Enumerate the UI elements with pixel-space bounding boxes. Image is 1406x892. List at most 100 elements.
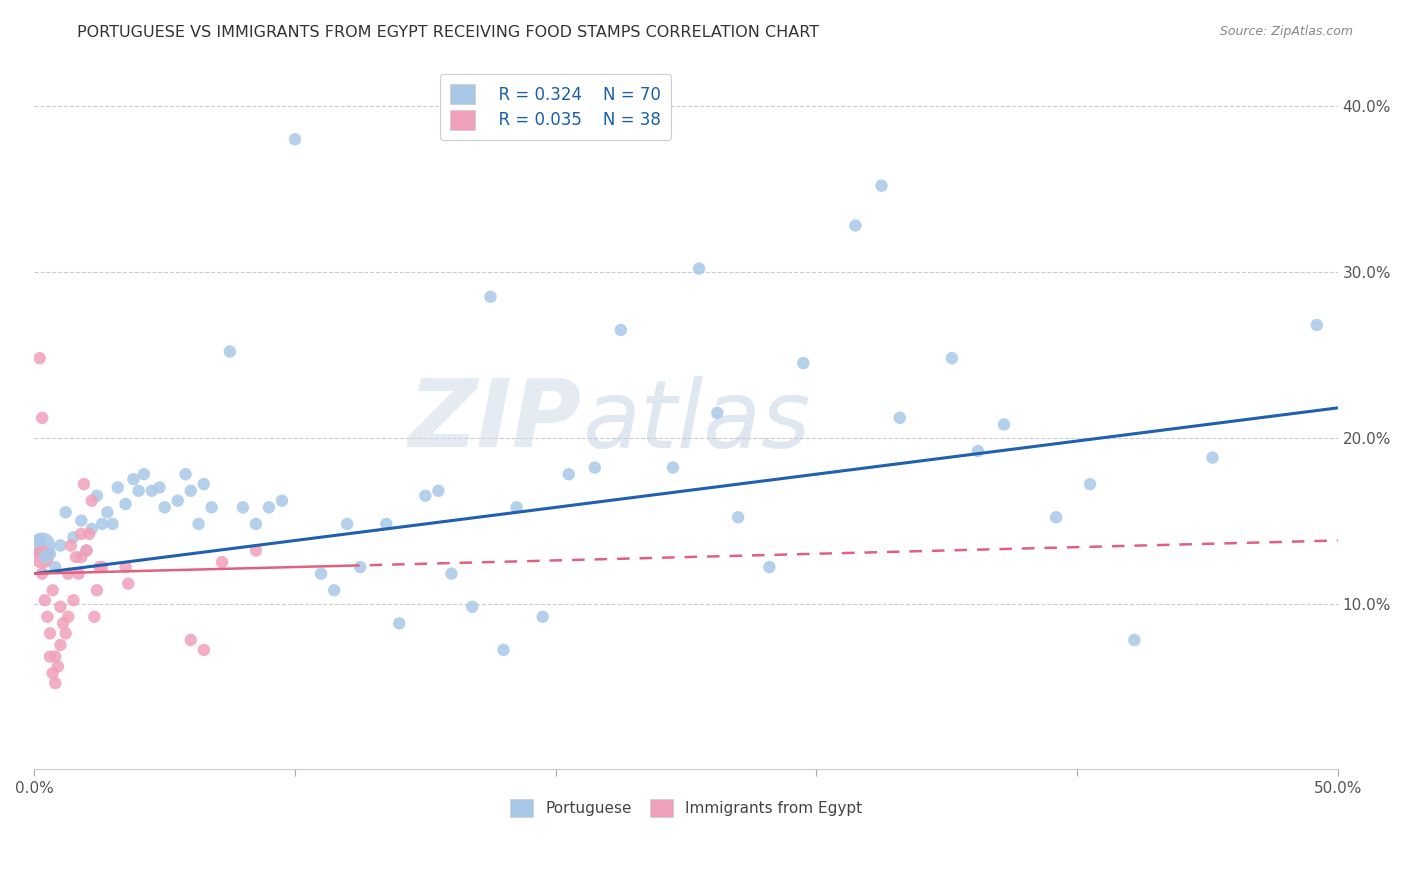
Point <box>41 666 63 681</box>
Point <box>1078 477 1101 491</box>
Point <box>941 351 963 366</box>
Point <box>141 483 163 498</box>
Point <box>309 566 332 581</box>
Point <box>114 560 136 574</box>
Point <box>65 550 87 565</box>
Point <box>117 576 139 591</box>
Point <box>148 480 170 494</box>
Point <box>62 530 84 544</box>
Point <box>211 555 233 569</box>
Point <box>31 566 53 581</box>
Point <box>107 480 129 494</box>
Point <box>889 410 911 425</box>
Point <box>870 178 893 193</box>
Point <box>1306 318 1329 332</box>
Point <box>427 483 450 498</box>
Point <box>257 500 280 515</box>
Point <box>792 356 814 370</box>
Point <box>967 444 990 458</box>
Point <box>557 467 579 482</box>
Point <box>132 467 155 482</box>
Point <box>193 477 215 491</box>
Point <box>49 539 72 553</box>
Point <box>96 505 118 519</box>
Point <box>232 500 254 515</box>
Point <box>58 566 80 581</box>
Point <box>440 566 463 581</box>
Point <box>52 616 75 631</box>
Point <box>86 489 108 503</box>
Point <box>166 493 188 508</box>
Point <box>62 593 84 607</box>
Point <box>245 516 267 531</box>
Text: ZIP: ZIP <box>409 376 582 467</box>
Point <box>174 467 197 482</box>
Point <box>193 643 215 657</box>
Point <box>31 410 53 425</box>
Text: PORTUGUESE VS IMMIGRANTS FROM EGYPT RECEIVING FOOD STAMPS CORRELATION CHART: PORTUGUESE VS IMMIGRANTS FROM EGYPT RECE… <box>77 25 820 40</box>
Point <box>76 543 98 558</box>
Point <box>415 489 437 503</box>
Point <box>59 539 82 553</box>
Point <box>89 560 111 574</box>
Point <box>610 323 633 337</box>
Point <box>55 505 77 519</box>
Point <box>461 599 484 614</box>
Point <box>80 493 103 508</box>
Point <box>180 632 202 647</box>
Point <box>180 483 202 498</box>
Point <box>77 527 100 541</box>
Point <box>201 500 224 515</box>
Point <box>101 516 124 531</box>
Point <box>80 522 103 536</box>
Point <box>531 609 554 624</box>
Point <box>271 493 294 508</box>
Point <box>67 566 90 581</box>
Point <box>583 460 606 475</box>
Point <box>31 550 53 565</box>
Point <box>37 609 59 624</box>
Point <box>1123 632 1146 647</box>
Point <box>758 560 780 574</box>
Point <box>706 406 728 420</box>
Point <box>44 649 66 664</box>
Point <box>91 560 114 574</box>
Point <box>28 351 51 366</box>
Point <box>44 676 66 690</box>
Point <box>28 533 51 548</box>
Point <box>70 527 93 541</box>
Point <box>688 261 710 276</box>
Point <box>844 219 866 233</box>
Point <box>73 477 96 491</box>
Point <box>1201 450 1223 465</box>
Text: Source: ZipAtlas.com: Source: ZipAtlas.com <box>1219 25 1353 38</box>
Legend: Portuguese, Immigrants from Egypt: Portuguese, Immigrants from Egypt <box>502 791 870 824</box>
Point <box>70 514 93 528</box>
Point <box>993 417 1015 432</box>
Point <box>505 500 527 515</box>
Point <box>1045 510 1067 524</box>
Point <box>58 609 80 624</box>
Point <box>218 344 240 359</box>
Point <box>284 132 307 146</box>
Point <box>44 560 66 574</box>
Point <box>323 583 346 598</box>
Point <box>31 539 53 553</box>
Point <box>187 516 209 531</box>
Point <box>70 550 93 565</box>
Point <box>122 472 145 486</box>
Point <box>662 460 685 475</box>
Point <box>49 638 72 652</box>
Point <box>41 583 63 598</box>
Point <box>492 643 515 657</box>
Point <box>34 593 56 607</box>
Point <box>76 543 98 558</box>
Point <box>114 497 136 511</box>
Point <box>153 500 176 515</box>
Point <box>39 649 62 664</box>
Point <box>46 659 69 673</box>
Point <box>388 616 411 631</box>
Text: atlas: atlas <box>582 376 810 467</box>
Point <box>128 483 150 498</box>
Point <box>479 290 502 304</box>
